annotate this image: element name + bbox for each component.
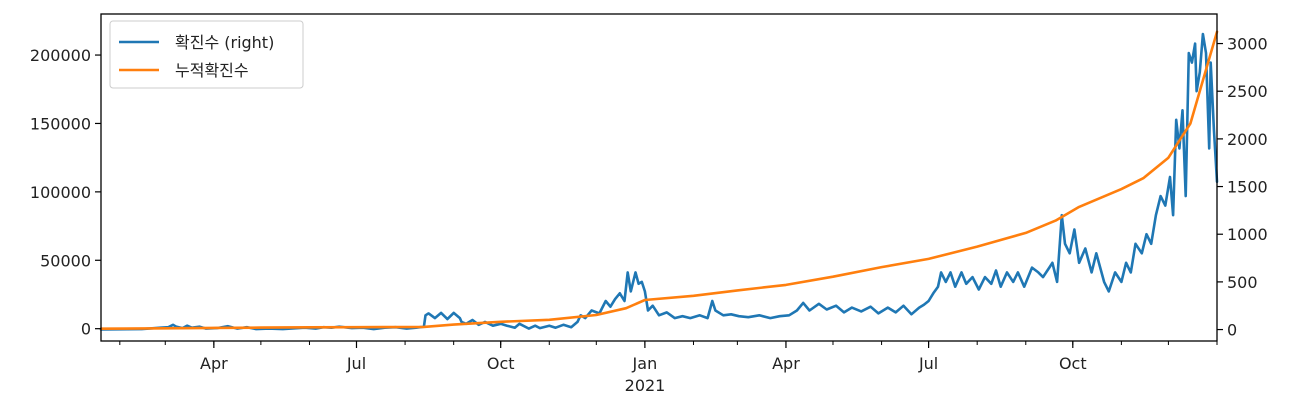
x-tick-label: Jul: [346, 354, 366, 373]
right-y-tick-label: 2000: [1227, 130, 1268, 149]
x-tick-label: Oct: [1059, 354, 1087, 373]
legend-label-series-1: 확진수 (right): [175, 33, 274, 52]
legend-label-series-2: 누적확진수: [175, 61, 249, 80]
x-tick-label: Oct: [487, 354, 515, 373]
left-y-tick-label: 150000: [30, 114, 91, 133]
plot-frame: [100, 13, 1218, 342]
left-y-tick-label: 0: [81, 320, 91, 339]
x-tick-label: Jul: [918, 354, 938, 373]
series-layer: [99, 30, 1219, 331]
right-y-tick-label: 500: [1227, 273, 1258, 292]
x-tick-label: Jan: [632, 354, 658, 373]
right-y-tick-label: 3000: [1227, 35, 1268, 54]
legend: 확진수 (right) 누적확진수: [109, 20, 304, 89]
x-year-label: 2021: [625, 376, 666, 395]
right-y-tick-label: 2500: [1227, 82, 1268, 101]
right-y-tick-label: 1000: [1227, 225, 1268, 244]
left-y-tick-label: 100000: [30, 183, 91, 202]
left-y-tick-label: 50000: [40, 251, 91, 270]
axis-layer: 0 50000 100000 150000 200000 0 500 1000 1500 2000…: [30, 13, 1268, 373]
series-line-2: [99, 30, 1219, 331]
x-tick-label: Apr: [772, 354, 800, 373]
left-y-tick-label: 200000: [30, 46, 91, 65]
x-tick-label: Apr: [200, 354, 228, 373]
right-y-tick-label: 0: [1227, 321, 1237, 340]
right-y-tick-label: 1500: [1227, 178, 1268, 197]
